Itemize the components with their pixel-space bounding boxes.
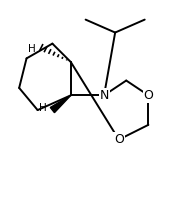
- Text: H: H: [39, 103, 47, 113]
- Text: O: O: [143, 89, 153, 102]
- Text: N: N: [99, 89, 109, 102]
- Text: O: O: [114, 133, 124, 146]
- Text: H: H: [28, 44, 36, 54]
- Polygon shape: [50, 95, 71, 113]
